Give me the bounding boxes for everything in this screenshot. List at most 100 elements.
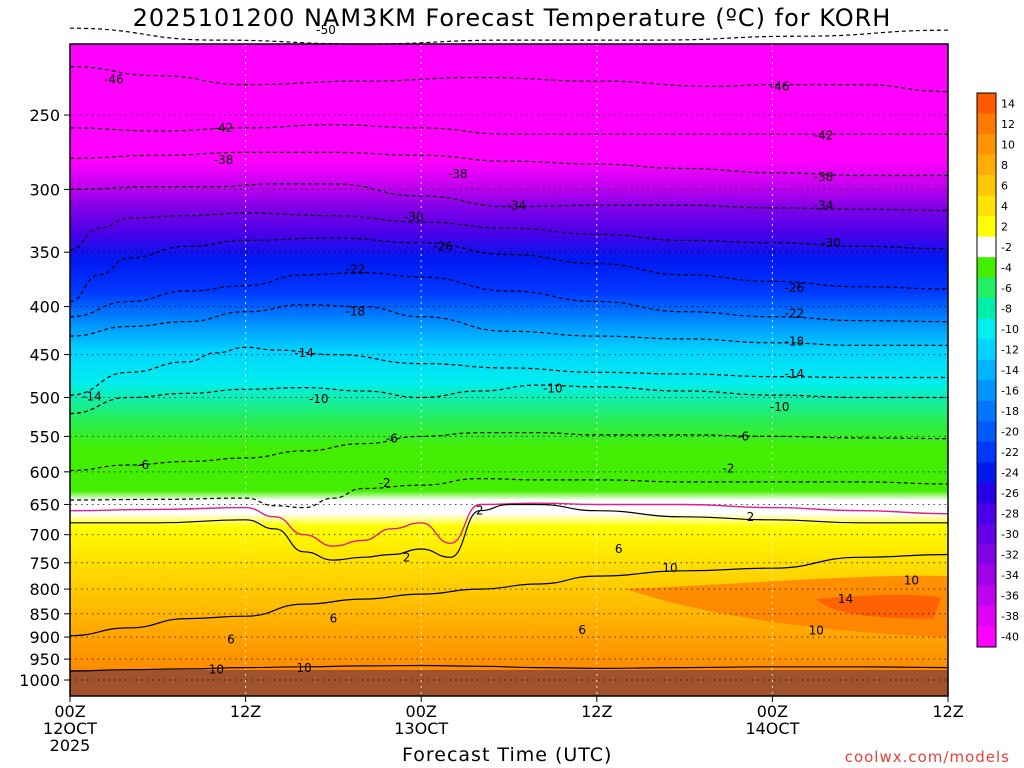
- x-axis-title: Forecast Time (UTC): [402, 744, 613, 766]
- colorbar-label: -24: [1001, 467, 1019, 480]
- x-tick-label: 2025: [50, 736, 91, 755]
- ground-mask: [70, 670, 948, 696]
- contour-label: -18: [785, 335, 805, 349]
- colorbar-label: 10: [1001, 138, 1015, 151]
- y-tick-label: 1000: [19, 671, 60, 690]
- colorbar-label: -6: [1001, 282, 1012, 295]
- colorbar-swatch: [977, 605, 996, 627]
- x-tick-label: 12Z: [932, 702, 963, 721]
- colorbar-swatch: [977, 482, 996, 504]
- x-tick-label: 13OCT: [394, 719, 448, 738]
- colorbar-swatch: [977, 175, 996, 197]
- colorbar-swatch: [977, 339, 996, 361]
- colorbar-label: -14: [1001, 364, 1019, 377]
- colorbar-swatch: [977, 134, 996, 156]
- colorbar-swatch: [977, 195, 996, 217]
- contour-label: -50: [316, 23, 336, 37]
- contour-label: -14: [785, 367, 805, 381]
- contour-label: -42: [814, 129, 834, 143]
- contour--6: [69, 432, 949, 472]
- contour-label: -30: [404, 210, 424, 224]
- colorbar-swatch: [977, 462, 996, 484]
- colorbar-label: 6: [1001, 179, 1008, 192]
- x-tick-label: 12Z: [581, 702, 612, 721]
- y-tick-label: 550: [29, 427, 60, 446]
- contour-label: 6: [615, 542, 623, 556]
- contour-label: -46: [104, 72, 124, 86]
- colorbar-swatch: [977, 503, 996, 525]
- y-tick-label: 350: [29, 243, 60, 262]
- contour--18: [69, 303, 948, 347]
- contour-label: 2: [747, 510, 755, 524]
- contour--22: [69, 271, 949, 323]
- colorbar-label: -22: [1001, 446, 1019, 459]
- contour--26: [69, 237, 949, 303]
- contour-label: -22: [346, 262, 366, 276]
- contour-label: -38: [214, 153, 234, 167]
- colorbar-swatch: [977, 400, 996, 422]
- contour-label: -6: [386, 432, 398, 446]
- contour-label: -38: [814, 170, 834, 184]
- colorbar-swatch: [977, 544, 996, 566]
- x-tick-label: 12Z: [230, 702, 261, 721]
- contour-label: -10: [309, 392, 329, 406]
- x-tick-label: 00Z: [757, 702, 788, 721]
- colorbar-label: -8: [1001, 302, 1012, 315]
- colorbar-swatch: [977, 380, 996, 402]
- colorbar-swatch: [977, 154, 996, 176]
- contour-label: -22: [785, 307, 805, 321]
- colorbar-swatch: [977, 359, 996, 381]
- colorbar-label: 4: [1001, 200, 1008, 213]
- contour-label: 2: [403, 550, 411, 564]
- colorbar-label: 12: [1001, 118, 1015, 131]
- contour--10: [69, 384, 948, 415]
- colorbar-label: -4: [1001, 261, 1012, 274]
- warm-region: [626, 575, 948, 638]
- contour-label: 10: [296, 661, 311, 675]
- y-tick-label: 900: [29, 628, 60, 647]
- colorbar-frame: [976, 92, 997, 648]
- colorbar-swatch: [977, 564, 996, 586]
- colorbar-label: -16: [1001, 385, 1019, 398]
- contour--2: [69, 477, 949, 509]
- contour-label: 14: [838, 592, 853, 606]
- x-tick-label: 14OCT: [745, 719, 799, 738]
- colorbar-label: -26: [1001, 487, 1019, 500]
- contour-label: 6: [227, 632, 235, 646]
- colorbar-label: -12: [1001, 343, 1019, 356]
- colorbar-swatch: [977, 421, 996, 443]
- colorbar-swatch: [977, 93, 996, 115]
- colorbar-label: 14: [1001, 97, 1015, 110]
- colorbar-label: -2: [1001, 241, 1012, 254]
- colorbar-swatch: [977, 113, 996, 135]
- colorbar-label: -38: [1001, 610, 1019, 623]
- y-tick-label: 750: [29, 554, 60, 573]
- colorbar-label: -18: [1001, 405, 1019, 418]
- colorbar-swatch: [977, 257, 996, 279]
- y-tick-label: 300: [29, 180, 60, 199]
- contour-label: 6: [330, 612, 338, 626]
- contour-label: -2: [379, 476, 391, 490]
- contour-label: 10: [904, 573, 919, 587]
- source-credit: coolwx.com/models: [844, 748, 1010, 766]
- contour-label: -26: [433, 239, 453, 253]
- contour-label: -18: [346, 305, 366, 319]
- y-tick-label: 950: [29, 650, 60, 669]
- contour-10: [69, 664, 949, 672]
- colorbar-swatch: [977, 441, 996, 463]
- contour--50: [69, 27, 949, 45]
- contour-label: 10: [209, 663, 224, 677]
- contour-label: -26: [785, 281, 805, 295]
- colorbar-label: -32: [1001, 549, 1019, 562]
- contour-label: -38: [448, 167, 468, 181]
- colorbar-swatch: [977, 626, 996, 648]
- colorbar-swatch: [977, 523, 996, 545]
- contour-label: -34: [814, 198, 834, 212]
- y-tick-label: 650: [29, 495, 60, 514]
- contour--30: [69, 212, 949, 251]
- contour-label: -6: [137, 458, 149, 472]
- contour-label: -30: [821, 236, 841, 250]
- hot-region: [816, 594, 941, 619]
- chart-title: 2025101200 NAM3KM Forecast Temperature (…: [132, 4, 892, 32]
- colorbar-label: -20: [1001, 426, 1019, 439]
